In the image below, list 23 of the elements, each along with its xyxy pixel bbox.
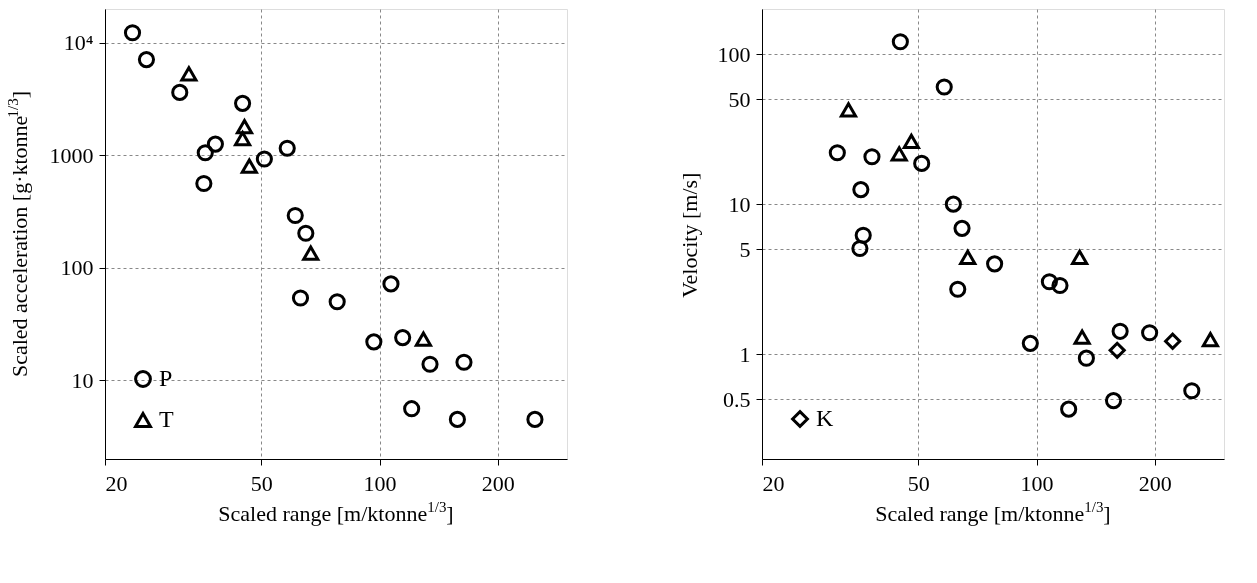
y-tick-label: 0.5 bbox=[723, 386, 751, 412]
x-tick-label: 100 bbox=[1020, 470, 1054, 496]
x-tick-label: 50 bbox=[250, 470, 273, 496]
x-tick-label: 200 bbox=[1138, 470, 1172, 496]
y-tick-label: 10 bbox=[728, 191, 751, 217]
legend-label: P bbox=[159, 365, 173, 391]
x-tick-label: 20 bbox=[762, 470, 785, 496]
y-axis-title: Scaled acceleration [g·ktonne1/3] bbox=[5, 90, 32, 378]
y-tick-label: 10 bbox=[71, 367, 94, 393]
x-tick-label: 100 bbox=[363, 470, 397, 496]
legend-label: T bbox=[159, 406, 174, 432]
y-tick-label: 50 bbox=[728, 86, 751, 112]
x-tick-label: 200 bbox=[481, 470, 515, 496]
y-axis-title: Velocity [m/s] bbox=[677, 172, 702, 298]
y-tick-label: 100 bbox=[717, 41, 751, 67]
y-tick-label: 100 bbox=[60, 255, 94, 281]
legend-label: K bbox=[816, 405, 834, 431]
y-tick-label: 1000 bbox=[49, 142, 94, 168]
x-tick-label: 50 bbox=[907, 470, 930, 496]
y-tick-label: 5 bbox=[739, 236, 751, 262]
y-tick-label: 10⁴ bbox=[63, 30, 94, 56]
y-tick-label: 1 bbox=[739, 341, 751, 367]
x-tick-label: 20 bbox=[105, 470, 128, 496]
